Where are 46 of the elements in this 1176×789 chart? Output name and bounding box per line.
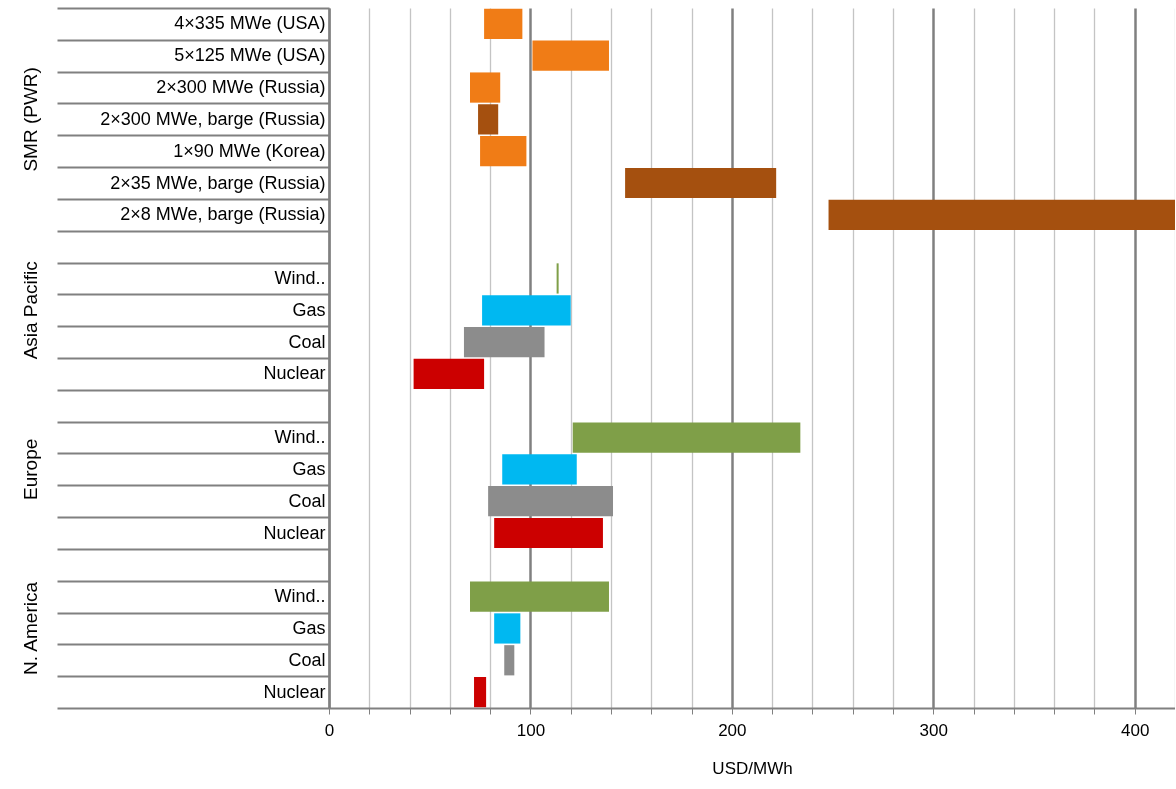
y-tick-label: 1×90 MWe (Korea)	[173, 140, 326, 161]
x-axis-title: USD/MWh	[712, 758, 793, 778]
bar	[625, 167, 777, 199]
y-tick-label: Coal	[288, 490, 326, 511]
x-tick-label: 0	[324, 720, 335, 740]
bar	[504, 645, 515, 676]
text: Europe	[20, 438, 41, 500]
y-tick-label: Nuclear	[263, 681, 326, 702]
y-tick-label: Gas	[292, 617, 326, 638]
y-tick-label: Nuclear	[263, 363, 326, 384]
bar	[484, 8, 523, 40]
y-tick-label: 2×300 MWe (Russia)	[156, 77, 326, 98]
y-tick-label: 4×335 MWe (USA)	[174, 13, 326, 34]
bar	[532, 40, 609, 71]
x-tick-label: 400	[1121, 720, 1150, 740]
bar	[556, 263, 559, 294]
bar	[480, 136, 527, 167]
bar	[470, 581, 609, 612]
y-tick-label: Nuclear	[263, 522, 326, 543]
x-tick-label: 300	[919, 720, 948, 740]
y-tick-label: Wind..	[274, 586, 326, 607]
y-tick-label: Gas	[292, 299, 326, 320]
bar	[478, 104, 499, 135]
bar	[828, 199, 1175, 230]
y-tick-label: 2×8 MWe, barge (Russia)	[120, 204, 326, 225]
y-tick-label: 2×35 MWe, barge (Russia)	[110, 172, 326, 193]
x-tick-label: 100	[516, 720, 546, 740]
bar	[572, 422, 801, 453]
y-tick-label: 2×300 MWe, barge (Russia)	[100, 108, 326, 129]
x-tick-label: 200	[718, 720, 747, 740]
y-tick-label: Gas	[292, 458, 326, 479]
bar	[413, 358, 485, 390]
bar	[502, 454, 577, 485]
text: SMR (PWR)	[20, 67, 41, 172]
bar	[494, 517, 603, 549]
y-tick-label: 5×125 MWe (USA)	[174, 45, 326, 66]
bar	[474, 676, 487, 708]
text: Asia Pacific	[20, 261, 41, 360]
bar	[494, 613, 521, 644]
bar	[470, 72, 501, 103]
y-tick-label: Coal	[288, 649, 326, 670]
y-tick-label: Coal	[288, 331, 326, 352]
y-tick-label: Wind..	[274, 267, 326, 288]
y-tick-label: Wind..	[274, 427, 326, 448]
text: N. America	[20, 581, 41, 675]
bar	[482, 295, 571, 326]
